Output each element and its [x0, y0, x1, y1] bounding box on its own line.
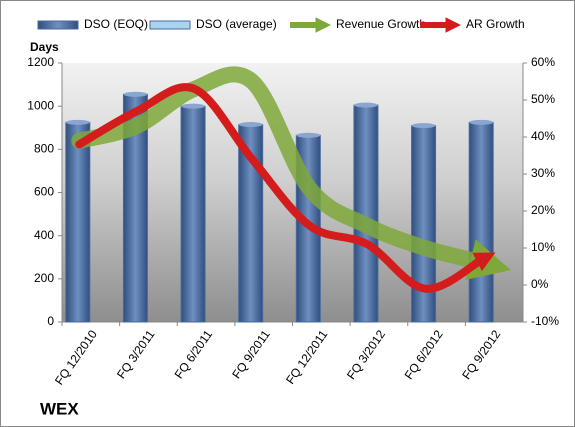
y2-tick-label: -10% [531, 314, 559, 328]
y2-tick-label: 10% [531, 240, 555, 254]
bar-cap [65, 119, 90, 125]
chart-title: WEX [40, 399, 79, 418]
bar-cap [123, 91, 148, 97]
line [71, 66, 511, 280]
bar-cap [296, 132, 321, 138]
bar [65, 121, 91, 323]
y-tick-label: 1200 [27, 55, 54, 69]
y-tick-label: 0 [47, 314, 54, 328]
y-tick-label: 1000 [27, 98, 54, 112]
y2-tick-label: 0% [531, 277, 549, 291]
bar [468, 121, 494, 323]
legend-label: DSO (average) [196, 17, 277, 31]
legend-label: Revenue Growth [336, 17, 426, 31]
bar-cap [469, 119, 494, 125]
bar-cap [181, 103, 206, 109]
legend-label: AR Growth [466, 17, 525, 31]
y2-tick-label: 50% [531, 92, 555, 106]
y-tick-label: 600 [34, 185, 54, 199]
y2-tick-label: 60% [531, 55, 555, 69]
y-tick-label: 200 [34, 271, 54, 285]
bar-cap [411, 123, 436, 129]
legend-label: DSO (EOQ) [84, 17, 148, 31]
line [75, 83, 496, 293]
y2-tick-label: 40% [531, 129, 555, 143]
y-tick-label: 800 [34, 142, 54, 156]
y-tick-label: 400 [34, 228, 54, 242]
legend-swatch [37, 20, 79, 30]
bar [411, 125, 437, 323]
bar-cap [238, 122, 263, 128]
y-axis-title: Days [30, 40, 59, 54]
bar [180, 105, 206, 323]
legend-swatch [149, 20, 191, 30]
y2-tick-label: 20% [531, 203, 555, 217]
y2-tick-label: 30% [531, 166, 555, 180]
bar-cap [353, 102, 378, 108]
